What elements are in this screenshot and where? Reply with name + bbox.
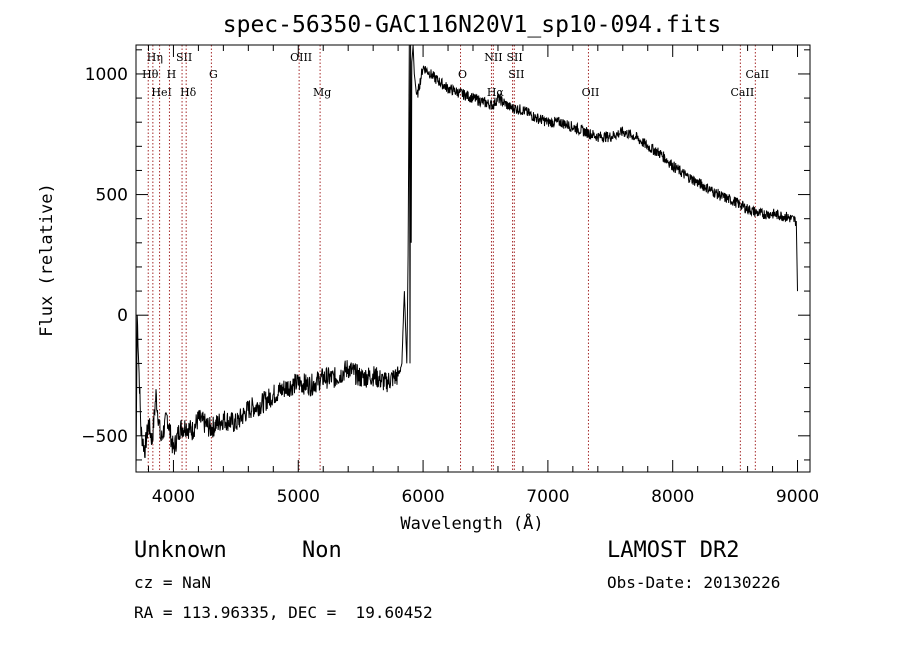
- y-axis: −500 0 500 1000: [81, 49, 810, 461]
- x-tick-label: 5000: [277, 487, 320, 507]
- marker-label: NII: [484, 51, 502, 64]
- marker-label: Hθ: [142, 68, 159, 81]
- marker-label: H: [167, 68, 177, 81]
- y-tick-label: 0: [117, 306, 128, 326]
- marker-label: OII: [582, 86, 600, 99]
- y-tick-label: 500: [96, 186, 128, 206]
- marker-label: CaII: [731, 86, 755, 99]
- cz-value: cz = NaN: [134, 573, 212, 592]
- survey-label: LAMOST DR2: [607, 538, 740, 563]
- x-tick-label: 9000: [776, 487, 819, 507]
- subclass-label: Non: [302, 538, 342, 563]
- marker-label: CaII: [745, 68, 769, 81]
- marker-label: Hδ: [180, 86, 197, 99]
- x-tick-label: 6000: [401, 487, 444, 507]
- marker-label: SII: [508, 68, 524, 81]
- x-tick-label: 7000: [526, 487, 569, 507]
- x-tick-label: 8000: [651, 487, 694, 507]
- marker-label: OIII: [290, 51, 312, 64]
- x-axis: 4000 5000 6000 7000 8000 9000: [147, 45, 819, 507]
- x-axis-label: Wavelength (Å): [400, 512, 543, 534]
- spectrum-line: [135, 44, 798, 473]
- plot-frame: [135, 44, 811, 473]
- y-tick-label: 1000: [85, 65, 128, 85]
- marker-label: O: [458, 68, 467, 81]
- marker-label: SII: [506, 51, 522, 64]
- class-label: Unknown: [134, 538, 227, 563]
- marker-label: G: [209, 68, 218, 81]
- x-tick-label: 4000: [152, 487, 195, 507]
- coordinates: RA = 113.96335, DEC = 19.60452: [134, 603, 433, 622]
- y-tick-label: −500: [81, 427, 128, 447]
- marker-label: Hη: [147, 51, 163, 64]
- y-axis-label: Flux (relative): [37, 183, 57, 337]
- obs-date: Obs-Date: 20130226: [607, 573, 781, 592]
- chart-title: spec-56350-GAC116N20V1_sp10-094.fits: [223, 12, 722, 38]
- marker-label: Mg: [313, 86, 331, 99]
- marker-label: HeI: [151, 86, 171, 99]
- marker-label: SII: [176, 51, 192, 64]
